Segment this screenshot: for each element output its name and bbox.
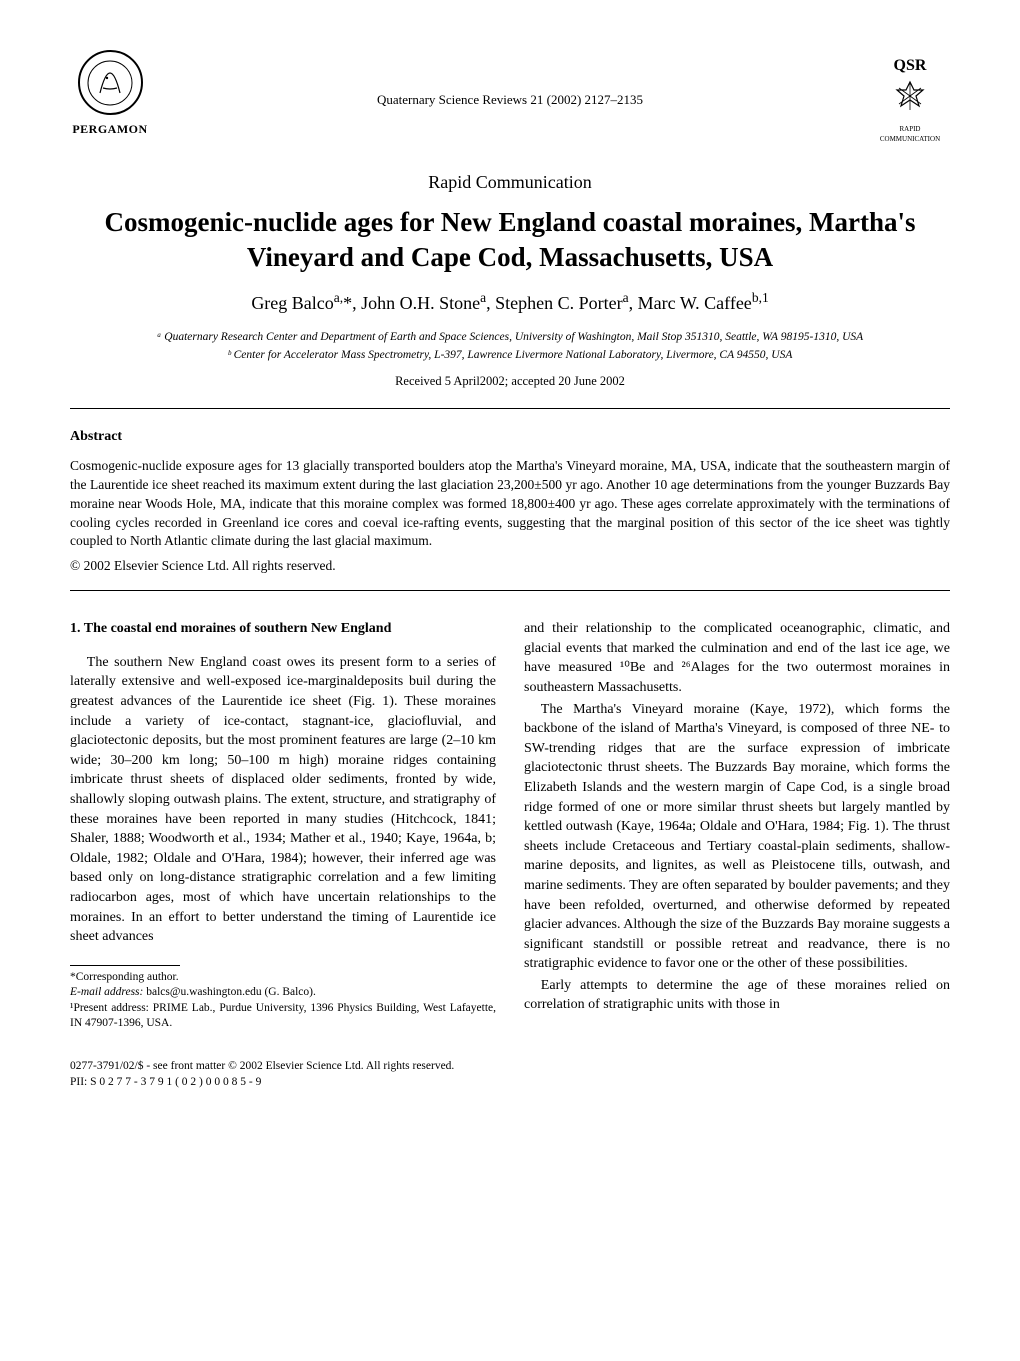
footer: 0277-3791/02/$ - see front matter © 2002… [70,1058,950,1090]
abstract-copyright: © 2002 Elsevier Science Ltd. All rights … [70,557,950,576]
journal-reference: Quaternary Science Reviews 21 (2002) 212… [377,91,643,109]
affiliation-b: ᵇ Center for Accelerator Mass Spectromet… [70,347,950,363]
section-1-heading: 1. The coastal end moraines of southern … [70,619,496,639]
qsr-icon [891,80,929,123]
qsr-label: QSR [894,55,927,77]
left-para-1: The southern New England coast owes its … [70,653,496,947]
two-column-body: 1. The coastal end moraines of southern … [70,619,950,1032]
footnote-present-address: ¹Present address: PRIME Lab., Purdue Uni… [70,1001,496,1032]
rapid-communication-label: Rapid Communication [70,170,950,195]
pergamon-label: PERGAMON [72,121,147,138]
pergamon-logo: PERGAMON [70,50,150,150]
footer-line-1: 0277-3791/02/$ - see front matter © 2002… [70,1058,950,1074]
article-authors: Greg Balcoa,*, John O.H. Stonea, Stephen… [70,289,950,316]
left-column: 1. The coastal end moraines of southern … [70,619,496,1032]
footnote-corresponding: *Corresponding author. [70,970,496,986]
right-column: and their relationship to the complicate… [524,619,950,1032]
article-title: Cosmogenic-nuclide ages for New England … [70,205,950,275]
right-para-3: Early attempts to determine the age of t… [524,976,950,1015]
divider [70,408,950,409]
qsr-logo: QSR RAPID COMMUNICATION [870,50,950,150]
right-para-2: The Martha's Vineyard moraine (Kaye, 197… [524,700,950,974]
header-row: PERGAMON Quaternary Science Reviews 21 (… [70,50,950,150]
pergamon-icon [78,50,143,115]
abstract-heading: Abstract [70,427,950,447]
qsr-subtitle: RAPID COMMUNICATION [870,125,950,145]
divider [70,590,950,591]
affiliation-a: ᵃ Quaternary Research Center and Departm… [70,329,950,345]
abstract-body: Cosmogenic-nuclide exposure ages for 13 … [70,457,950,551]
footnote-separator [70,965,180,966]
right-para-1: and their relationship to the complicate… [524,619,950,697]
footnote-email: E-mail address: balcs@u.washington.edu (… [70,985,496,1001]
received-dates: Received 5 April2002; accepted 20 June 2… [70,373,950,391]
email-value: balcs@u.washington.edu (G. Balco). [146,986,316,998]
email-label: E-mail address: [70,986,143,998]
footer-line-2: PII: S 0 2 7 7 - 3 7 9 1 ( 0 2 ) 0 0 0 8… [70,1074,950,1090]
